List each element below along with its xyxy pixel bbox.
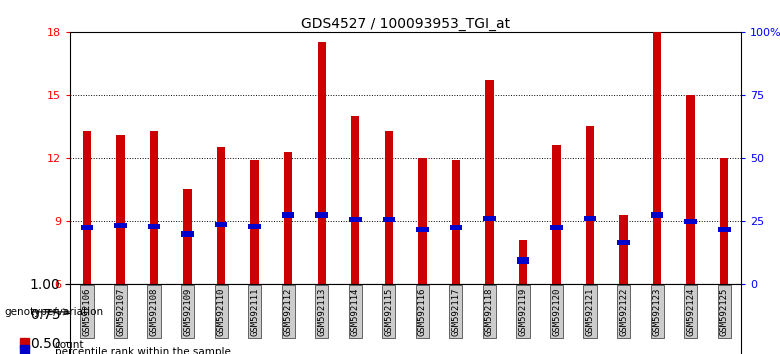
- Bar: [116, 135, 125, 284]
- Bar: [686, 95, 695, 284]
- Bar: [183, 189, 192, 284]
- Bar: [215, 222, 228, 227]
- Bar: [483, 216, 496, 221]
- Text: GSM592117: GSM592117: [452, 287, 460, 336]
- Bar: [248, 224, 261, 229]
- Bar: [552, 145, 561, 284]
- Bar: [317, 42, 326, 284]
- Bar: [653, 32, 661, 284]
- Text: percentile rank within the sample: percentile rank within the sample: [55, 347, 230, 354]
- FancyBboxPatch shape: [406, 288, 740, 337]
- Bar: [485, 80, 494, 284]
- Bar: [619, 215, 628, 284]
- Bar: [720, 158, 729, 284]
- Bar: [284, 152, 292, 284]
- Text: GSM592110: GSM592110: [217, 287, 225, 336]
- Text: GSM592109: GSM592109: [183, 287, 192, 336]
- Text: GSM592124: GSM592124: [686, 287, 695, 336]
- Bar: [416, 227, 429, 232]
- Text: GSM592111: GSM592111: [250, 287, 259, 336]
- Text: GSM592112: GSM592112: [284, 287, 292, 336]
- Bar: [147, 224, 161, 229]
- Text: C57BL/6.MOLFc4(51Mb)-Ldlr-/-: C57BL/6.MOLFc4(51Mb)-Ldlr-/-: [494, 306, 653, 316]
- Text: GSM592122: GSM592122: [619, 287, 628, 336]
- Text: GSM592108: GSM592108: [150, 287, 158, 336]
- Bar: [718, 227, 731, 232]
- Bar: [583, 216, 597, 221]
- Bar: [586, 126, 594, 284]
- Text: GSM592123: GSM592123: [653, 287, 661, 336]
- Title: GDS4527 / 100093953_TGI_at: GDS4527 / 100093953_TGI_at: [301, 17, 510, 31]
- Text: GSM592115: GSM592115: [385, 287, 393, 336]
- Text: control: control: [220, 306, 256, 316]
- Bar: [516, 257, 530, 264]
- Bar: [617, 240, 630, 245]
- Text: GSM592120: GSM592120: [552, 287, 561, 336]
- Text: genotype/variation: genotype/variation: [4, 307, 103, 317]
- Bar: [385, 131, 393, 284]
- Bar: [250, 160, 259, 284]
- Text: GSM592113: GSM592113: [317, 287, 326, 336]
- Bar: [80, 225, 94, 230]
- Bar: [449, 225, 463, 230]
- Text: GSM592107: GSM592107: [116, 287, 125, 336]
- Text: GSM592121: GSM592121: [586, 287, 594, 336]
- Bar: [684, 219, 697, 224]
- Bar: [349, 217, 362, 222]
- Text: GSM592119: GSM592119: [519, 287, 527, 336]
- Bar: [351, 116, 360, 284]
- Bar: [83, 131, 91, 284]
- Bar: [150, 131, 158, 284]
- Bar: [418, 158, 427, 284]
- Bar: [651, 212, 664, 218]
- Text: count: count: [55, 340, 84, 350]
- Text: GSM592125: GSM592125: [720, 287, 729, 336]
- Bar: [519, 240, 527, 284]
- Bar: [217, 147, 225, 284]
- Bar: [315, 212, 328, 218]
- Bar: [550, 225, 563, 230]
- Bar: [452, 160, 460, 284]
- Text: GSM592114: GSM592114: [351, 287, 360, 336]
- Bar: [114, 223, 127, 228]
- Bar: [282, 212, 295, 218]
- Text: GSM592116: GSM592116: [418, 287, 427, 336]
- FancyBboxPatch shape: [71, 288, 405, 337]
- Bar: [382, 217, 395, 222]
- Text: GSM592118: GSM592118: [485, 287, 494, 336]
- Text: GSM592106: GSM592106: [83, 287, 91, 336]
- Bar: [181, 232, 194, 236]
